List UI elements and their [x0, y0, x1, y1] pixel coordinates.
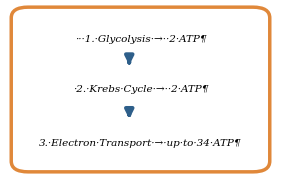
Text: ·2.·Krebs·Cycle·→··2·ATP¶: ·2.·Krebs·Cycle·→··2·ATP¶ — [73, 85, 208, 94]
Text: ···1.·Glycolysis·→··2·ATP¶: ···1.·Glycolysis·→··2·ATP¶ — [75, 35, 206, 44]
Text: 3.·Electron·Transport·→·up·to·34·ATP¶: 3.·Electron·Transport·→·up·to·34·ATP¶ — [39, 139, 242, 148]
FancyBboxPatch shape — [11, 7, 270, 172]
